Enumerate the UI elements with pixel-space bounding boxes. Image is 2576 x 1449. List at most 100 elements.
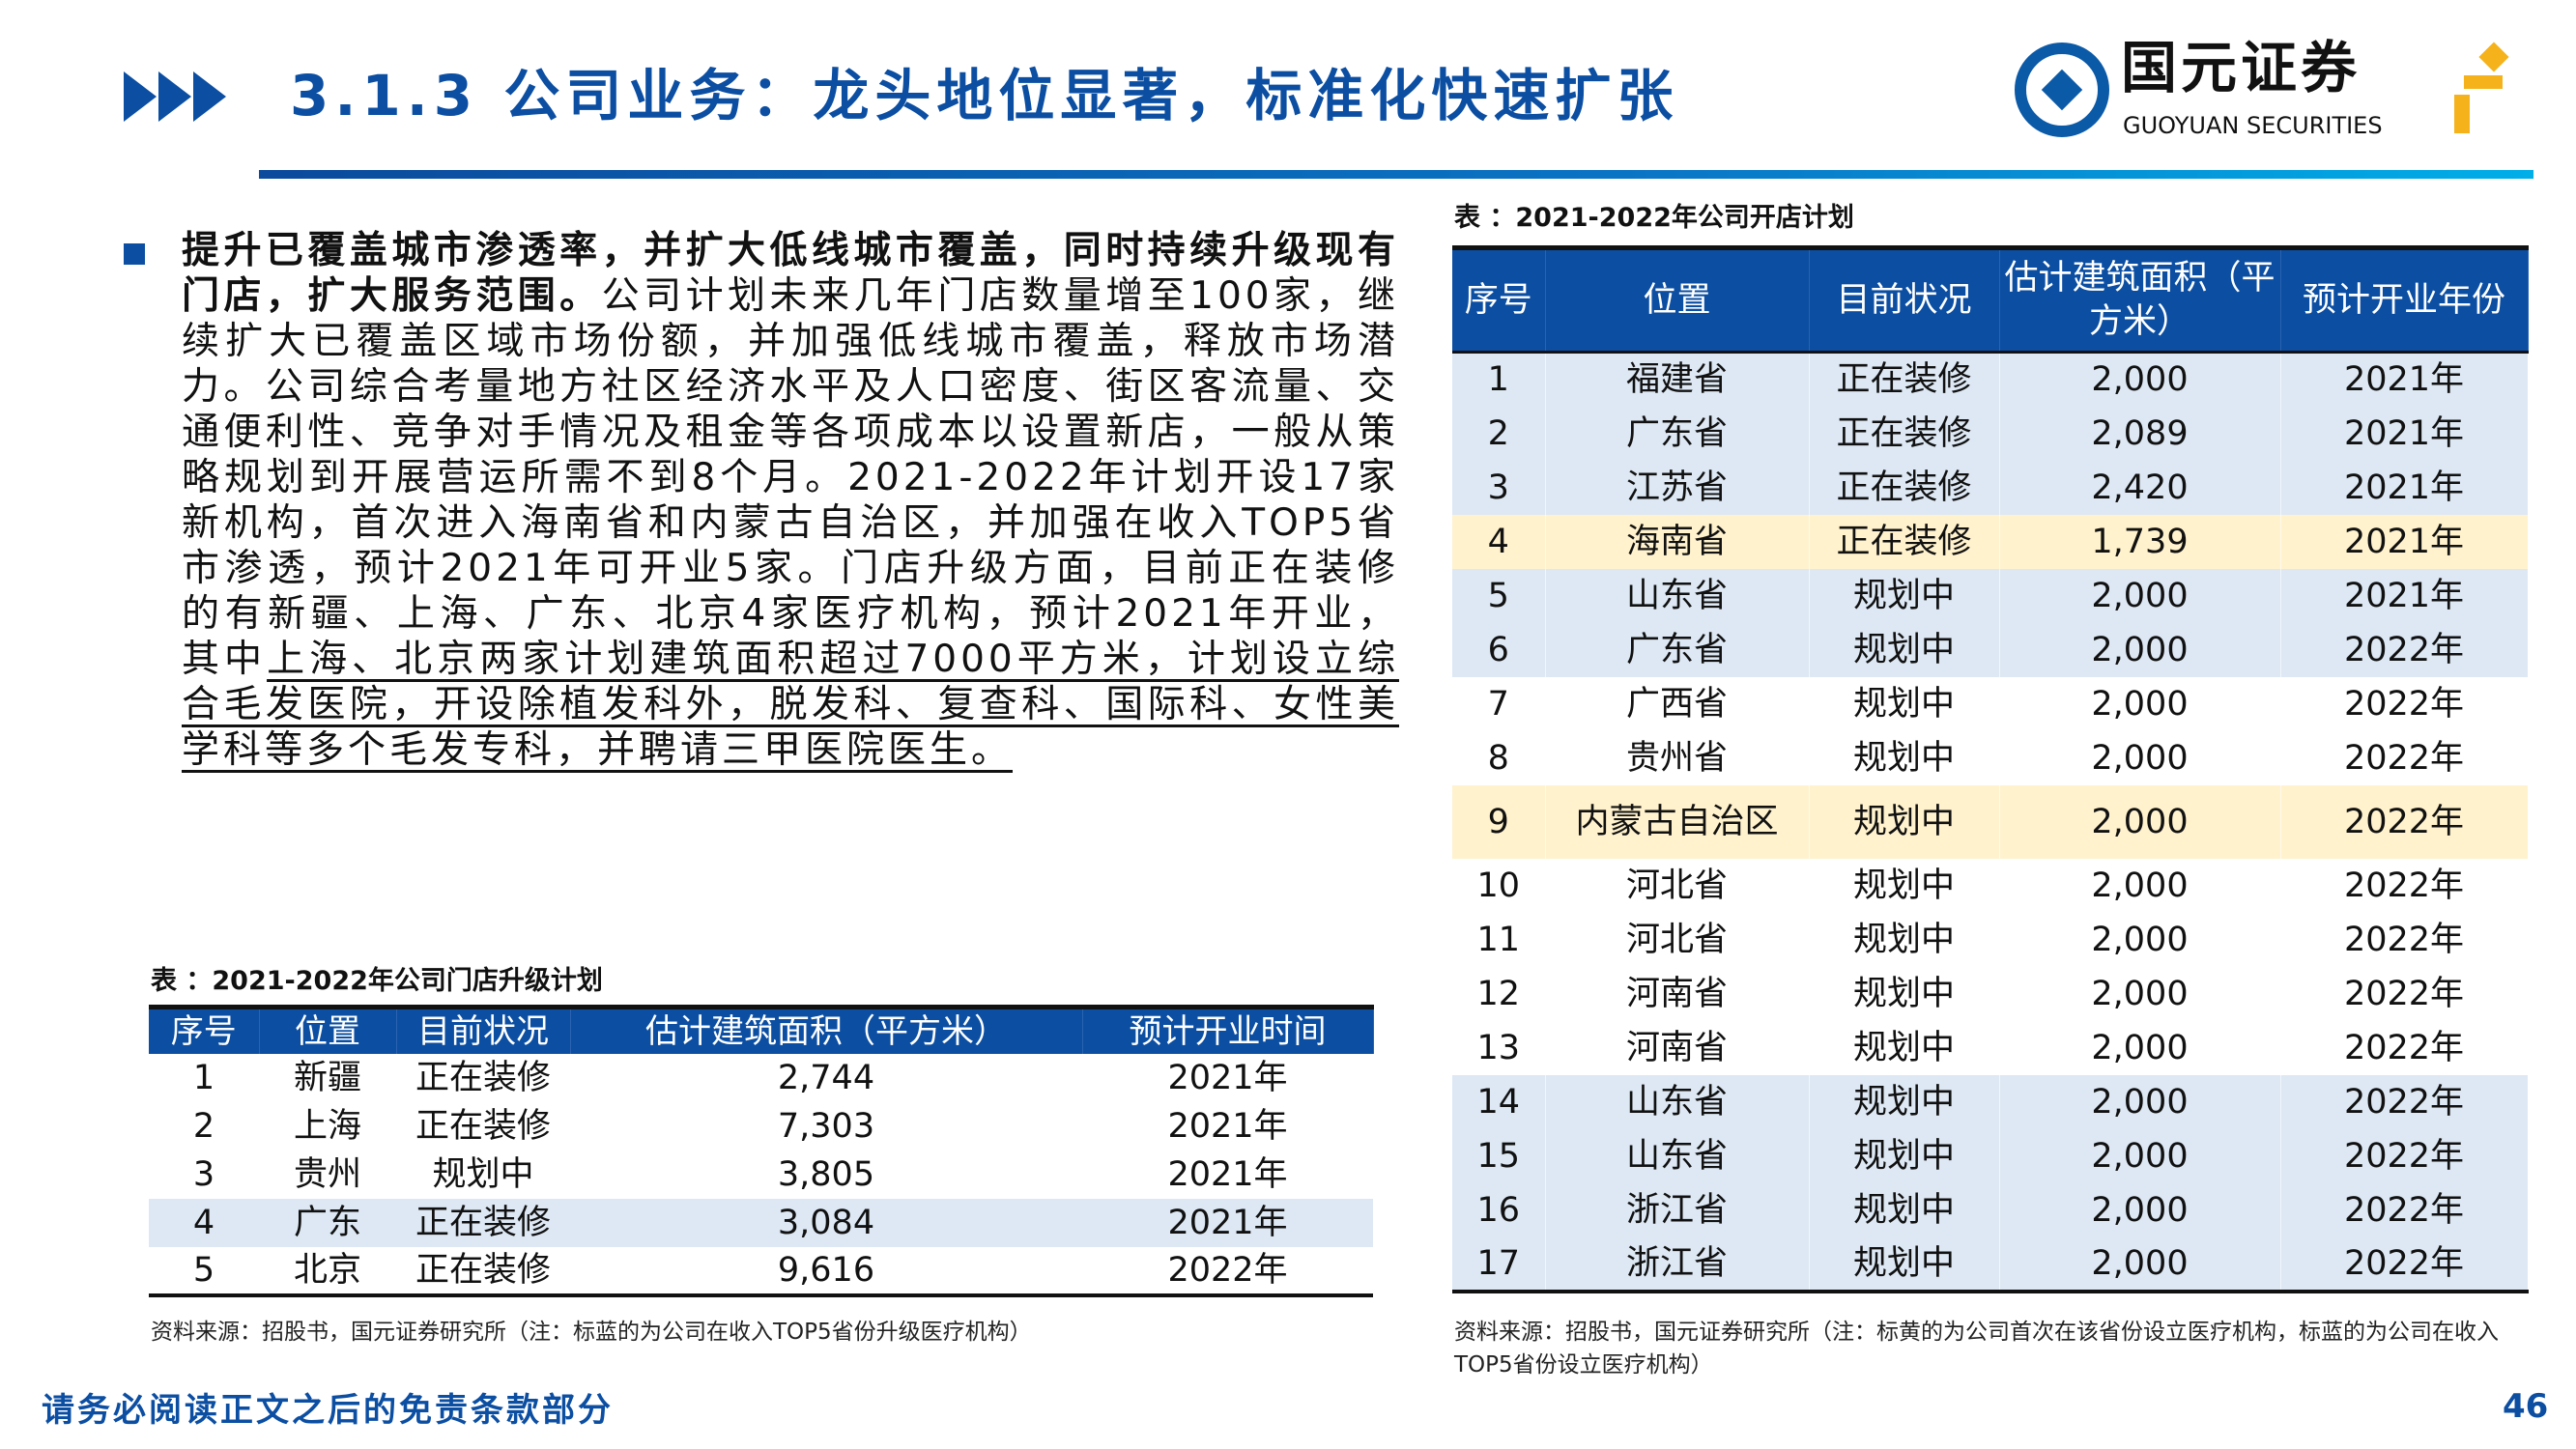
section-chevron-icon [124, 71, 226, 122]
open-header-cell: 目前状况 [1809, 247, 2000, 354]
page-title: 3.1.3 公司业务：龙头地位显著，标准化快速扩张 [290, 63, 1679, 128]
open-row: 1 福建省 正在装修 2,000 2021年 [1452, 352, 2529, 407]
upgrade-plan-table: 序号 位置 目前状况 估计建筑面积（平方米） 预计开业时间 1 新疆 正在装修 2,744 202… [149, 1005, 1374, 1297]
open-cell: 规划中 [1809, 912, 2000, 967]
upgrade-cell: 3 [192, 1154, 215, 1194]
open-cell: 规划中 [1809, 858, 2000, 913]
open-cell: 规划中 [1809, 1128, 2000, 1183]
upgrade-cell: 2,744 [777, 1058, 875, 1097]
upgrade-cell: 3,805 [777, 1154, 875, 1194]
open-cell: 2022年 [2280, 1074, 2529, 1129]
open-row: 7 广西省 规划中 2,000 2022年 [1452, 676, 2529, 731]
header-divider [259, 170, 2533, 179]
upgrade-header-cell: 预计开业时间 [1082, 1007, 1374, 1054]
open-cell: 2 [1452, 406, 1546, 461]
open-cell: 正在装修 [1809, 352, 2000, 407]
open-cell: 5 [1452, 568, 1546, 623]
open-header-cell: 序号 [1452, 247, 1546, 354]
open-cell: 河南省 [1545, 1020, 1810, 1075]
open-cell: 山东省 [1545, 1128, 1810, 1183]
open-cell: 2022年 [2280, 858, 2529, 913]
upgrade-cell: 2021年 [1082, 1198, 1373, 1247]
open-cell: 河北省 [1545, 912, 1810, 967]
open-cell: 广东省 [1545, 406, 1810, 461]
open-cell: 11 [1452, 912, 1546, 967]
upgrade-cell: 贵州 [293, 1154, 361, 1194]
open-cell: 福建省 [1545, 352, 1810, 407]
logo-mark-icon [2015, 43, 2109, 137]
open-cell: 2,000 [1999, 1236, 2281, 1292]
open-cell: 2,000 [1999, 1020, 2281, 1075]
open-cell: 2,000 [1999, 676, 2281, 731]
open-cell: 7 [1452, 676, 1546, 731]
open-cell: 12 [1452, 966, 1546, 1021]
upgrade-cell: 2021年 [1167, 1106, 1288, 1146]
body-underlined: 上海、北京两家计划建筑面积超过7000平方米，计划设立综合毛发医院，开设除植发科… [182, 638, 1399, 772]
upgrade-cell: 1 [192, 1058, 215, 1097]
open-cell: 2022年 [2280, 1236, 2529, 1292]
open-row: 17 浙江省 规划中 2,000 2022年 [1452, 1236, 2529, 1292]
open-cell: 4 [1452, 514, 1546, 569]
open-cell: 2021年 [2280, 460, 2529, 515]
open-cell: 1,739 [1999, 514, 2281, 569]
open-cell: 13 [1452, 1020, 1546, 1075]
upgrade-row: 3 贵州 规划中 3,805 2021年 [149, 1151, 1373, 1199]
page-number: 46 [2503, 1387, 2549, 1426]
upgrade-cell: 上海 [293, 1106, 361, 1146]
open-cell: 8 [1452, 730, 1546, 785]
bullet-icon [124, 243, 145, 265]
open-cell: 2021年 [2280, 352, 2529, 407]
open-cell: 浙江省 [1545, 1182, 1810, 1237]
disclaimer-note[interactable]: 请务必阅读正文之后的免责条款部分 [42, 1391, 614, 1430]
open-cell: 正在装修 [1809, 460, 2000, 515]
open-header-cell: 估计建筑面积（平方米） [1999, 247, 2281, 354]
open-row: 14 山东省 规划中 2,000 2022年 [1452, 1074, 2529, 1129]
open-row: 8 贵州省 规划中 2,000 2022年 [1452, 730, 2529, 785]
upgrade-header-cell: 估计建筑面积（平方米） [570, 1007, 1083, 1054]
logo-cn-text: 国元证券 [2121, 35, 2361, 100]
open-cell: 规划中 [1809, 1182, 2000, 1237]
open-cell: 规划中 [1809, 676, 2000, 731]
open-cell: 2022年 [2280, 730, 2529, 785]
open-row: 10 河北省 规划中 2,000 2022年 [1452, 858, 2529, 913]
open-cell: 2021年 [2280, 514, 2529, 569]
upgrade-cell: 9,616 [777, 1250, 875, 1290]
open-cell: 2022年 [2280, 1128, 2529, 1183]
open-cell: 2022年 [2280, 784, 2529, 859]
body-lead: 提升已覆盖城市渗透率，并扩大低线城市覆盖，同时持续升级现有门店，扩大服务范围。 [182, 229, 1399, 318]
open-cell: 2,000 [1999, 1182, 2281, 1237]
upgrade-row: 5 北京 正在装修 9,616 2022年 [149, 1247, 1373, 1295]
open-row: 15 山东省 规划中 2,000 2022年 [1452, 1128, 2529, 1183]
open-cell: 16 [1452, 1182, 1546, 1237]
open-row: 12 河南省 规划中 2,000 2022年 [1452, 966, 2529, 1021]
open-cell: 2022年 [2280, 622, 2529, 677]
upgrade-row: 2 上海 正在装修 7,303 2021年 [149, 1102, 1373, 1151]
open-cell: 2022年 [2280, 912, 2529, 967]
upgrade-cell: 广东 [259, 1198, 396, 1247]
upgrade-header-cell: 位置 [259, 1007, 397, 1054]
upgrade-cell: 2021年 [1167, 1154, 1288, 1194]
open-cell: 2021年 [2280, 568, 2529, 623]
open-cell: 2022年 [2280, 966, 2529, 1021]
open-cell: 山东省 [1545, 568, 1810, 623]
open-row: 9 内蒙古自治区 规划中 2,000 2022年 [1452, 784, 2529, 859]
open-cell: 2,000 [1999, 1128, 2281, 1183]
upgrade-cell: 4 [149, 1198, 259, 1247]
upgrade-cell: 正在装修 [396, 1198, 570, 1247]
open-cell: 6 [1452, 622, 1546, 677]
open-cell: 贵州省 [1545, 730, 1810, 785]
open-cell: 14 [1452, 1074, 1546, 1129]
upgrade-cell: 5 [192, 1250, 215, 1290]
open-row: 3 江苏省 正在装修 2,420 2021年 [1452, 460, 2529, 515]
body-paragraph: 提升已覆盖城市渗透率，并扩大低线城市覆盖，同时持续升级现有门店，扩大服务范围。公… [182, 228, 1399, 773]
upgrade-cell: 3,084 [570, 1198, 1082, 1247]
open-header-cell: 位置 [1545, 247, 1810, 354]
open-cell: 规划中 [1809, 966, 2000, 1021]
open-cell: 2022年 [2280, 1020, 2529, 1075]
upgrade-cell: 正在装修 [415, 1106, 551, 1146]
open-cell: 规划中 [1809, 1074, 2000, 1129]
upgrade-row: 4 广东 正在装修 3,084 2021年 [149, 1198, 1373, 1247]
open-cell: 规划中 [1809, 730, 2000, 785]
open-row: 2 广东省 正在装修 2,089 2021年 [1452, 406, 2529, 461]
open-cell: 广西省 [1545, 676, 1810, 731]
